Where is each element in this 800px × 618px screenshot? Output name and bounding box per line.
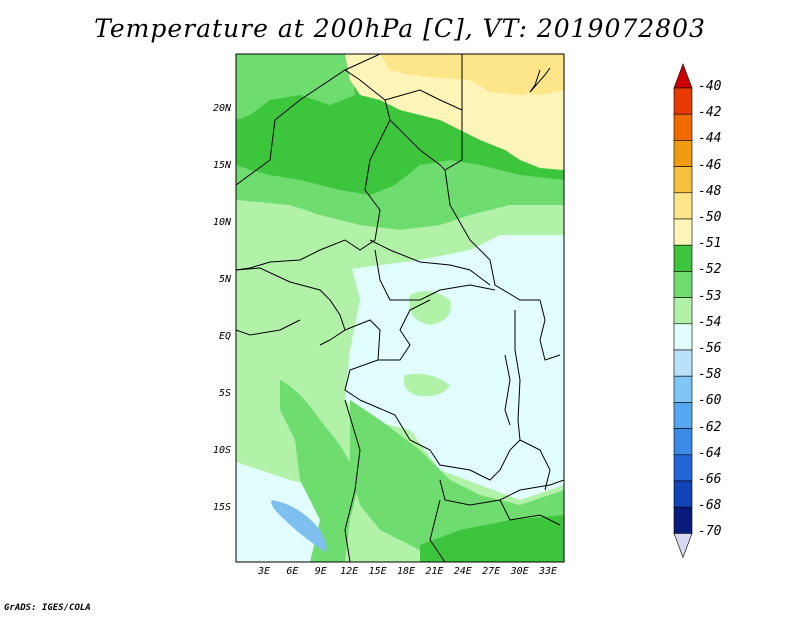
latitude-label: 15N xyxy=(212,160,231,171)
field-band-52-53-coast xyxy=(280,380,360,562)
colorbar-label: -50 xyxy=(698,210,722,225)
longitude-label: 6E xyxy=(286,566,299,577)
colorbar-label: -64 xyxy=(698,445,722,461)
colorbar-swatch xyxy=(673,454,693,482)
field-patch-congo xyxy=(403,373,450,397)
colorbar-label: -60 xyxy=(698,393,722,409)
country-borders xyxy=(236,54,564,562)
colorbar-swatch xyxy=(673,218,693,246)
colorbar xyxy=(673,63,693,559)
colorbar-label: -70 xyxy=(698,524,722,540)
longitude-label: 33E xyxy=(538,566,558,577)
colorbar-swatch xyxy=(673,113,693,141)
colorbar-swatch xyxy=(673,271,693,298)
colorbar-top-arrow xyxy=(673,63,693,89)
colorbar-label: -56 xyxy=(698,341,722,356)
colorbar-swatch xyxy=(673,297,693,325)
colorbar-label: -52 xyxy=(698,262,722,278)
latitude-label: 10S xyxy=(212,445,231,456)
longitude-label: 12E xyxy=(340,566,359,577)
colorbar-label: -51 xyxy=(698,236,722,252)
latitude-label: 10N xyxy=(212,217,231,228)
colorbar-swatch xyxy=(673,349,693,377)
colorbar-label: -42 xyxy=(698,105,722,121)
colorbar-label: -44 xyxy=(698,131,722,147)
colorbar-label: -48 xyxy=(698,183,722,199)
colorbar-label: -68 xyxy=(698,498,722,514)
latitude-label: 15S xyxy=(212,502,231,513)
longitude-label: 3E xyxy=(257,566,271,577)
longitude-label: 9E xyxy=(314,566,327,577)
temperature-field xyxy=(236,54,564,562)
colorbar-swatch xyxy=(673,244,693,272)
colorbar-swatch xyxy=(673,428,693,456)
longitude-label: 30E xyxy=(510,566,529,577)
chart-title: Temperature at 200hPa [C], VT: 201907280… xyxy=(94,14,706,43)
colorbar-swatch xyxy=(673,402,693,429)
longitude-label: 24E xyxy=(453,566,472,577)
colorbar-swatch xyxy=(673,140,693,167)
colorbar-label: -62 xyxy=(698,419,722,435)
longitude-label: 18E xyxy=(396,566,416,577)
colorbar-bottom-arrow xyxy=(673,533,693,559)
latitude-label: 20N xyxy=(212,103,231,114)
colorbar-label: -53 xyxy=(698,288,722,304)
colorbar-swatch xyxy=(673,87,693,115)
colorbar-label: -54 xyxy=(698,314,722,330)
credit-text: GrADS: IGES/COLA xyxy=(4,603,91,613)
colorbar-label: -58 xyxy=(698,367,722,383)
lake-feature xyxy=(271,500,327,552)
colorbar-swatch xyxy=(673,506,693,534)
field-band-48-50-ne xyxy=(470,54,564,95)
longitude-label: 21E xyxy=(425,566,444,577)
colorbar-label: -40 xyxy=(698,79,722,94)
colorbar-swatch xyxy=(673,192,693,220)
colorbar-swatch xyxy=(673,323,693,351)
latitude-label: EQ xyxy=(218,331,231,342)
field-band-52-53-northwest xyxy=(236,54,355,120)
colorbar-swatch xyxy=(673,480,693,508)
longitude-label: 15E xyxy=(368,566,387,577)
latitude-label: 5S xyxy=(218,388,231,399)
field-patch-nw xyxy=(249,136,290,160)
field-band-51-52-south xyxy=(420,515,564,562)
latitude-label: 5N xyxy=(218,274,231,285)
colorbar-swatch xyxy=(673,166,693,194)
colorbar-label: -66 xyxy=(698,472,722,487)
map-frame xyxy=(235,53,565,563)
colorbar-swatch xyxy=(673,375,693,403)
colorbar-label: -46 xyxy=(698,157,722,173)
longitude-label: 27E xyxy=(482,566,501,577)
